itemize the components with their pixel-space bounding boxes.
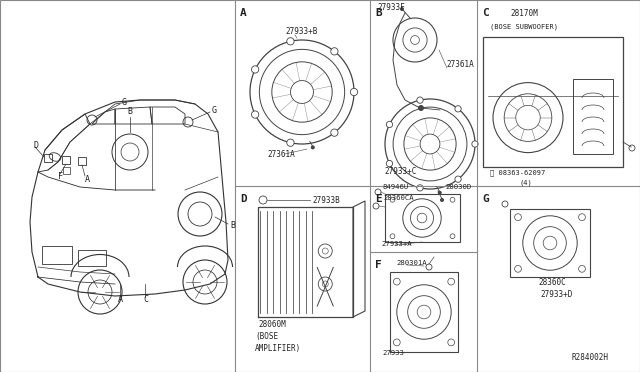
Text: 27933+C: 27933+C bbox=[384, 167, 417, 176]
Text: 27933+B: 27933+B bbox=[285, 27, 317, 36]
Bar bbox=[63, 167, 70, 174]
Circle shape bbox=[515, 266, 522, 272]
Circle shape bbox=[252, 111, 259, 118]
Text: Ⓑ 08363-62097: Ⓑ 08363-62097 bbox=[490, 169, 545, 176]
Circle shape bbox=[259, 196, 267, 204]
Text: C: C bbox=[482, 8, 489, 18]
Circle shape bbox=[450, 198, 455, 202]
Bar bbox=[390, 272, 458, 352]
Text: B: B bbox=[230, 221, 235, 230]
Text: 27933+D: 27933+D bbox=[540, 290, 572, 299]
Text: 28170M: 28170M bbox=[510, 9, 538, 18]
Bar bbox=[510, 209, 590, 277]
Circle shape bbox=[417, 97, 423, 103]
Circle shape bbox=[502, 201, 508, 207]
Text: (BOSE: (BOSE bbox=[255, 332, 278, 341]
Text: 28360C: 28360C bbox=[538, 278, 566, 287]
Text: 27933B: 27933B bbox=[312, 196, 340, 205]
Circle shape bbox=[438, 191, 442, 195]
Bar bbox=[385, 194, 460, 242]
Bar bbox=[573, 79, 613, 154]
Bar bbox=[44, 154, 52, 162]
Circle shape bbox=[579, 266, 586, 272]
Circle shape bbox=[331, 48, 338, 55]
Text: 84946U: 84946U bbox=[383, 184, 409, 190]
Text: G: G bbox=[482, 194, 489, 204]
Circle shape bbox=[418, 105, 424, 111]
Circle shape bbox=[387, 121, 392, 128]
Text: D: D bbox=[33, 141, 38, 150]
Circle shape bbox=[448, 278, 454, 285]
Bar bbox=[483, 37, 623, 167]
Circle shape bbox=[417, 185, 423, 191]
Circle shape bbox=[350, 89, 358, 96]
Circle shape bbox=[455, 106, 461, 112]
Text: (BOSE SUBWOOFER): (BOSE SUBWOOFER) bbox=[490, 23, 558, 29]
Text: 28360CA: 28360CA bbox=[383, 195, 413, 201]
Bar bbox=[78, 157, 86, 165]
Circle shape bbox=[400, 7, 404, 11]
Circle shape bbox=[252, 66, 259, 73]
Text: 27933F: 27933F bbox=[377, 3, 404, 12]
Bar bbox=[78, 250, 106, 266]
Text: E: E bbox=[375, 194, 381, 204]
Text: A: A bbox=[240, 8, 247, 18]
Bar bbox=[42, 246, 72, 264]
Text: D: D bbox=[240, 194, 247, 204]
Text: B: B bbox=[375, 8, 381, 18]
Circle shape bbox=[515, 214, 522, 221]
Text: G: G bbox=[212, 106, 217, 115]
Text: A: A bbox=[118, 295, 123, 305]
Text: 280301A: 280301A bbox=[396, 260, 427, 266]
Circle shape bbox=[394, 339, 400, 346]
Text: 27933+A: 27933+A bbox=[381, 241, 412, 247]
Circle shape bbox=[455, 176, 461, 182]
Text: B: B bbox=[127, 107, 132, 116]
Text: A: A bbox=[85, 174, 90, 183]
Circle shape bbox=[331, 129, 338, 136]
Text: G: G bbox=[122, 97, 127, 106]
Circle shape bbox=[472, 141, 478, 147]
Circle shape bbox=[390, 234, 395, 239]
Text: 27361A: 27361A bbox=[267, 150, 295, 159]
Circle shape bbox=[287, 38, 294, 45]
Circle shape bbox=[426, 264, 432, 270]
Text: AMPLIFIER): AMPLIFIER) bbox=[255, 344, 301, 353]
Circle shape bbox=[629, 145, 635, 151]
Circle shape bbox=[450, 234, 455, 239]
Text: 27933: 27933 bbox=[382, 350, 404, 356]
Circle shape bbox=[394, 278, 400, 285]
Circle shape bbox=[579, 214, 586, 221]
Circle shape bbox=[287, 139, 294, 146]
Circle shape bbox=[390, 198, 395, 202]
Text: 27361A: 27361A bbox=[446, 60, 474, 69]
Text: C: C bbox=[143, 295, 148, 305]
Circle shape bbox=[375, 189, 381, 195]
Text: 28060M: 28060M bbox=[258, 320, 285, 329]
Text: F: F bbox=[375, 260, 381, 270]
Text: 28030D: 28030D bbox=[445, 184, 471, 190]
Text: (4): (4) bbox=[520, 179, 532, 186]
Circle shape bbox=[373, 203, 379, 209]
Circle shape bbox=[311, 145, 315, 150]
Text: R284002H: R284002H bbox=[572, 353, 609, 362]
Circle shape bbox=[448, 339, 454, 346]
Bar bbox=[62, 156, 70, 164]
Text: F: F bbox=[58, 171, 63, 180]
Circle shape bbox=[387, 160, 392, 167]
Circle shape bbox=[440, 198, 444, 202]
